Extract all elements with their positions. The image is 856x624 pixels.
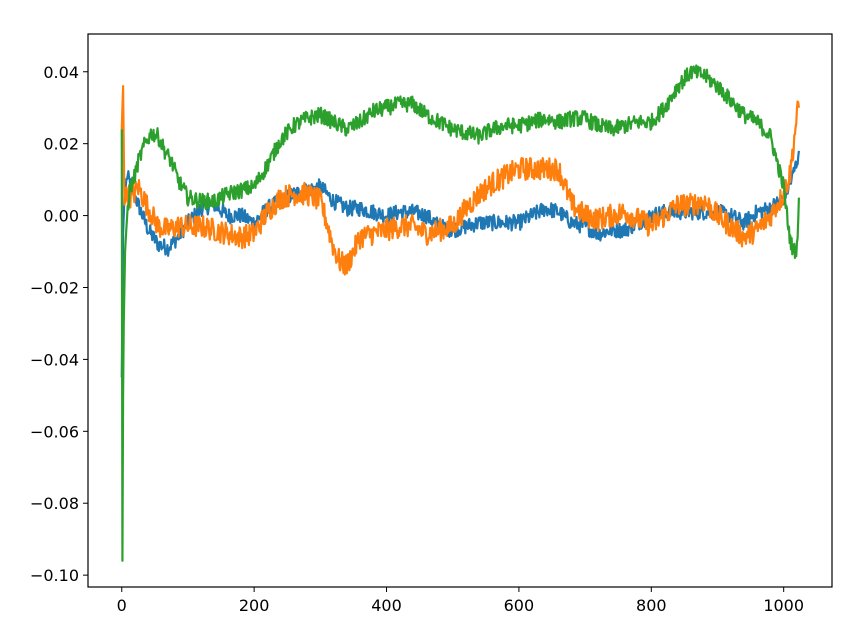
plot-frame (87, 33, 833, 588)
y-tick-label: 0.02 (43, 135, 79, 154)
y-tick-label: 0.00 (43, 207, 79, 226)
y-tick-label: −0.10 (30, 566, 79, 585)
y-axis: −0.10 −0.08 −0.06 −0.04 −0.02 0.00 0.02 0.04 (30, 63, 88, 585)
x-axis: 0 200 400 600 800 1000 (117, 587, 804, 615)
y-tick-label: −0.06 (30, 422, 79, 441)
x-tick-label: 200 (239, 596, 270, 615)
series-line-3 (120, 64, 800, 562)
x-tick-label: 800 (636, 596, 667, 615)
y-tick-label: −0.08 (30, 494, 79, 513)
y-tick-label: 0.04 (43, 63, 79, 82)
series-layer (120, 64, 800, 562)
x-tick-label: 1000 (763, 596, 804, 615)
x-tick-label: 600 (504, 596, 535, 615)
series-line-2 (120, 85, 800, 276)
y-tick-label: −0.02 (30, 278, 79, 297)
x-tick-label: 400 (371, 596, 402, 615)
x-tick-label: 0 (117, 596, 127, 615)
y-tick-label: −0.04 (30, 350, 79, 369)
